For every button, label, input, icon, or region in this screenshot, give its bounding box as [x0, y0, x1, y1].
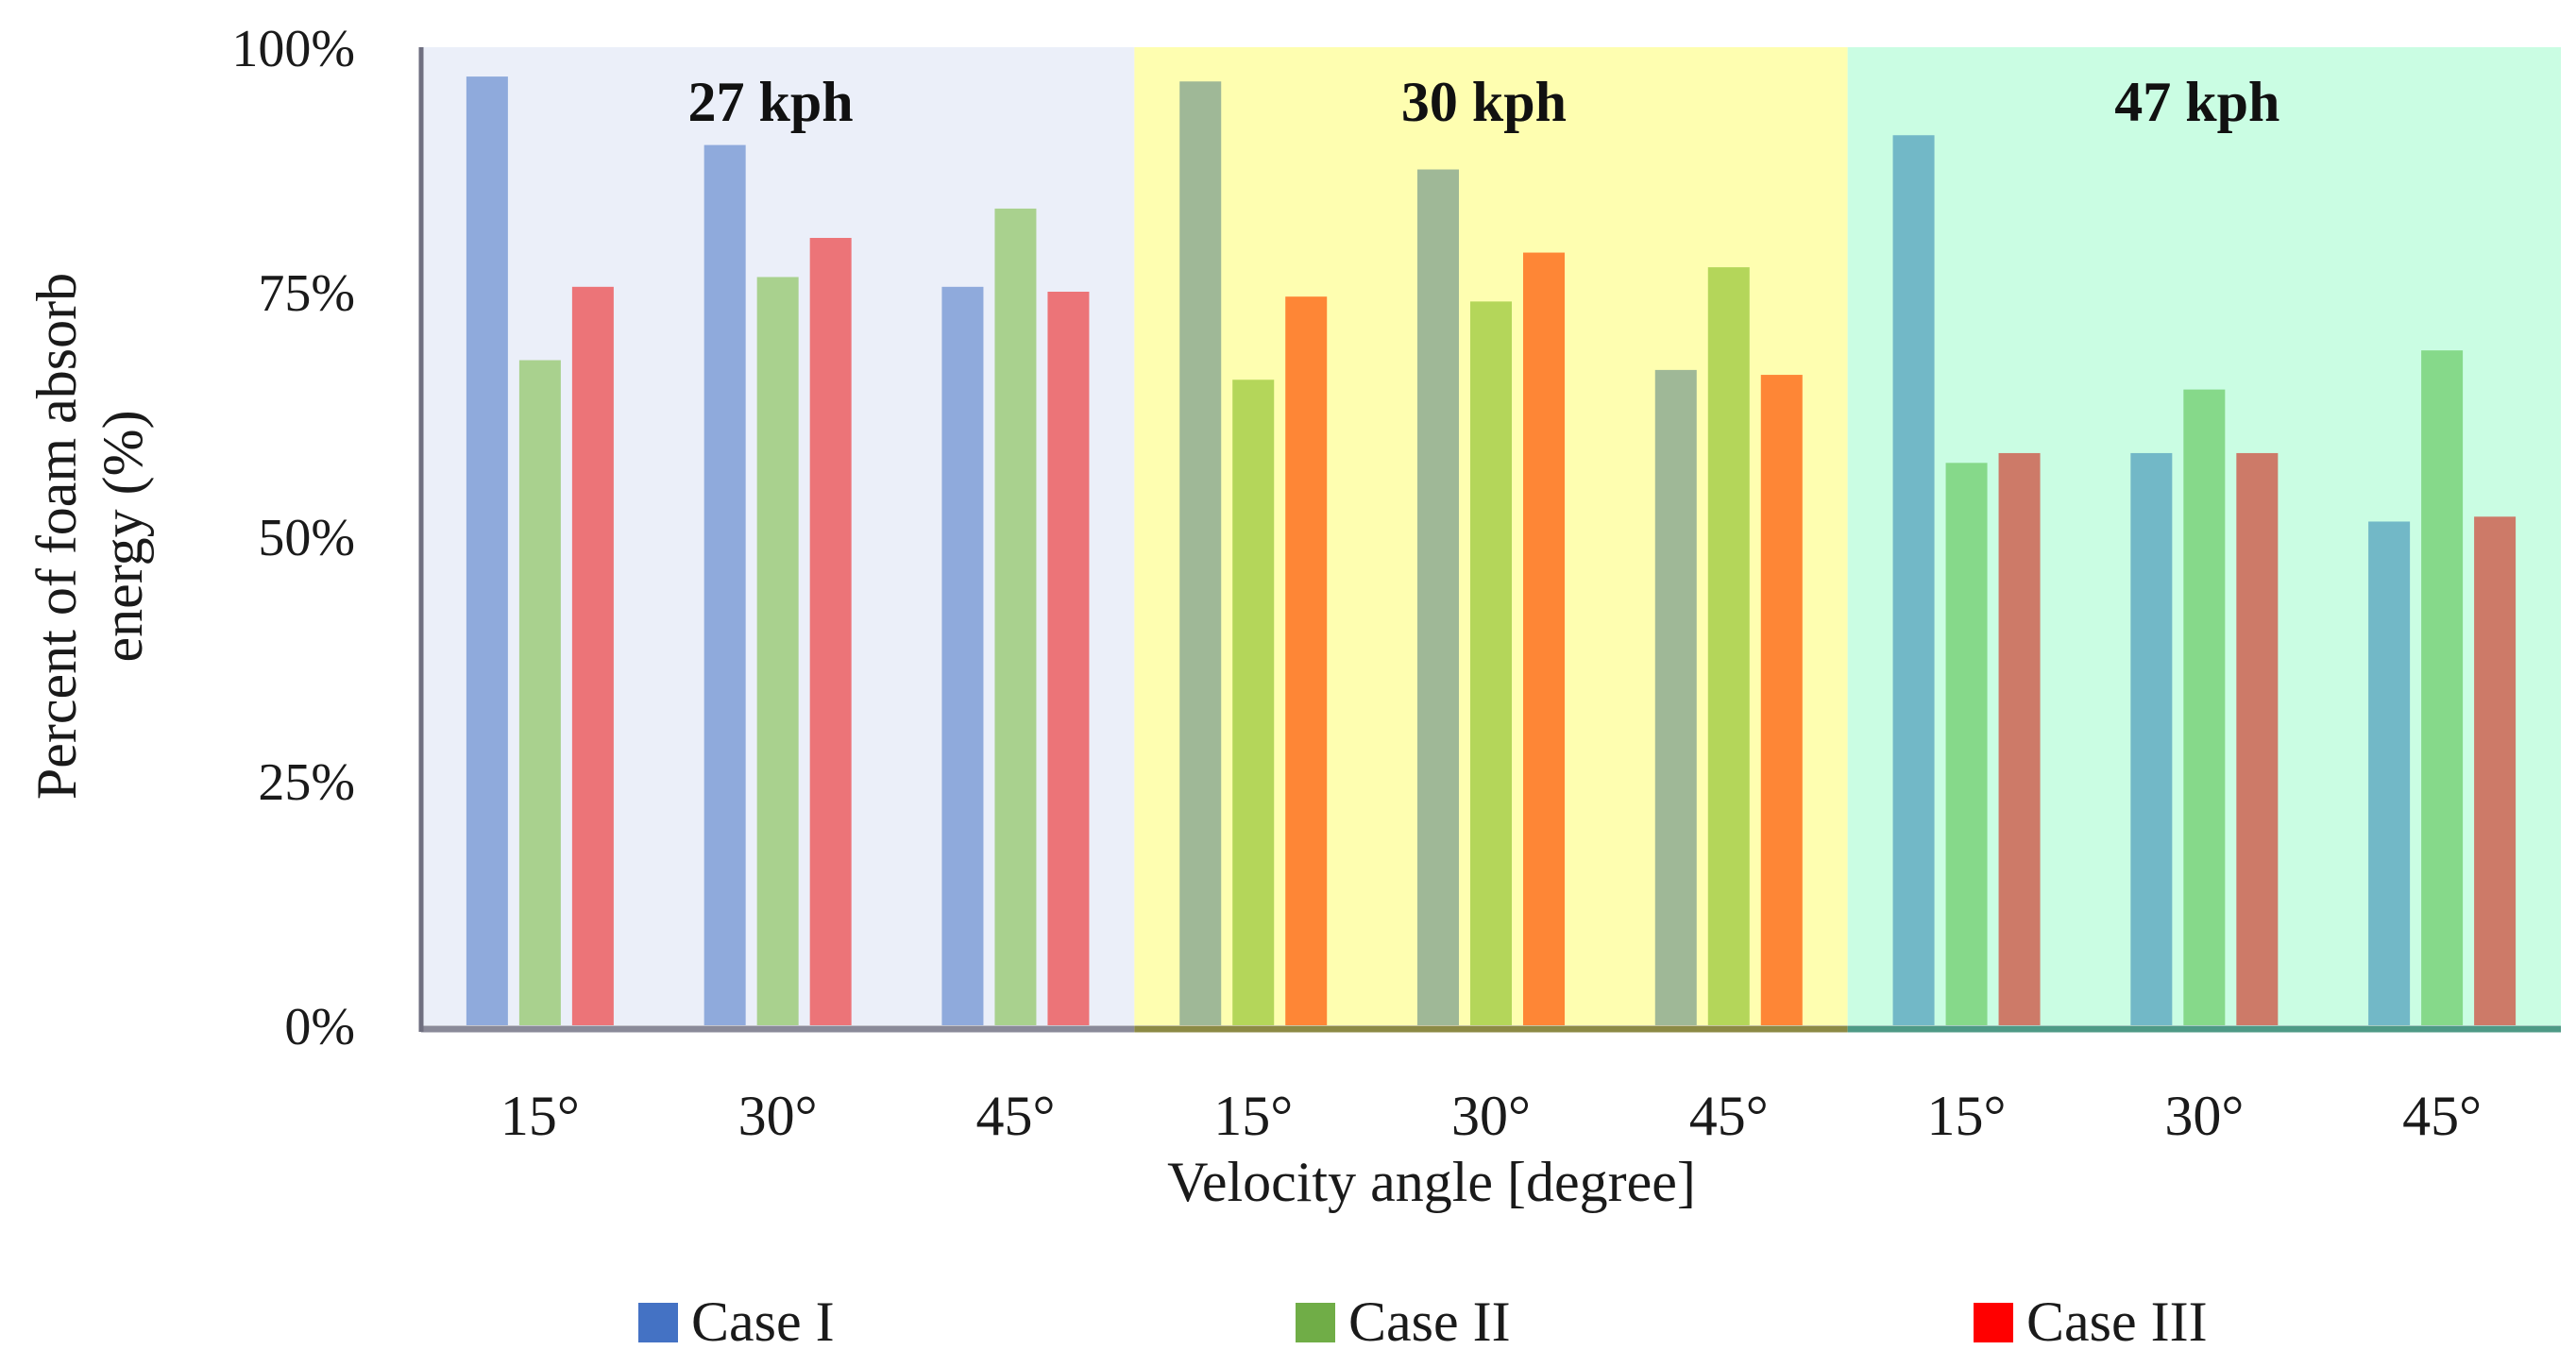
- bar: [1523, 252, 1565, 1025]
- bar: [1998, 452, 2041, 1025]
- bar: [703, 144, 746, 1026]
- legend-swatch: [1296, 1303, 1335, 1342]
- bar: [756, 277, 799, 1026]
- y-tick-label: 25%: [258, 753, 355, 812]
- x-tick-label: 15°: [1927, 1085, 2007, 1147]
- x-tick-label: 30°: [2164, 1085, 2244, 1147]
- bar: [1285, 296, 1328, 1025]
- y-axis-title: Percent of foam absorbenergy (%): [25, 273, 154, 800]
- x-tick-label: 45°: [1689, 1085, 1769, 1147]
- bar: [1945, 463, 1988, 1025]
- legend-label: Case II: [1348, 1291, 1511, 1353]
- bar: [1179, 81, 1222, 1025]
- bar: [1760, 375, 1803, 1025]
- bar: [1232, 380, 1275, 1025]
- group-label: 27 kph: [688, 71, 854, 133]
- bar: [571, 286, 614, 1025]
- bar: [2236, 452, 2279, 1025]
- legend-label: Case I: [691, 1291, 835, 1353]
- bar: [1470, 301, 1512, 1025]
- legend-label: Case III: [2026, 1291, 2208, 1353]
- y-tick-label: 75%: [258, 264, 355, 323]
- y-axis-title-line: Percent of foam absorb: [25, 273, 88, 800]
- x-tick-label: 30°: [1451, 1085, 1531, 1147]
- bar: [466, 76, 508, 1025]
- x-axis-title: Velocity angle [degree]: [1167, 1151, 1696, 1213]
- legend: Case I Case II Case III: [638, 1291, 2208, 1353]
- labels: 27 kph 15° 30° 45° 30 kph 15° 30° 45° 47 kph 15° 3…: [25, 20, 2482, 1147]
- bar: [1047, 292, 1090, 1025]
- bar: [1707, 267, 1750, 1026]
- bar: [518, 360, 561, 1025]
- bar: [809, 238, 852, 1025]
- bar: [1892, 135, 1935, 1026]
- x-tick-label: 15°: [500, 1085, 580, 1147]
- bar: [941, 286, 984, 1025]
- y-tick-label: 0%: [284, 998, 355, 1056]
- y-axis-title-line: energy (%): [92, 410, 154, 662]
- x-tick-label: 45°: [2402, 1085, 2482, 1147]
- y-tick-label: 100%: [231, 20, 355, 78]
- x-tick-label: 30°: [738, 1085, 818, 1147]
- bar: [2183, 389, 2226, 1026]
- bar: [2474, 516, 2517, 1025]
- x-tick-label: 45°: [975, 1085, 1055, 1147]
- axes: [418, 47, 2561, 1033]
- group-label: 47 kph: [2114, 71, 2279, 133]
- bar: [1654, 369, 1697, 1025]
- legend-swatch: [1974, 1303, 2013, 1342]
- x-tick-label: 15°: [1213, 1085, 1293, 1147]
- y-tick-label: 50%: [258, 509, 355, 567]
- bar: [2421, 350, 2464, 1025]
- bar: [994, 208, 1037, 1025]
- bar: [1417, 169, 1459, 1025]
- legend-swatch: [638, 1303, 678, 1342]
- bar: [2130, 452, 2173, 1025]
- bars: [466, 76, 2517, 1026]
- bar: [2368, 521, 2411, 1025]
- group-label: 30 kph: [1401, 71, 1567, 133]
